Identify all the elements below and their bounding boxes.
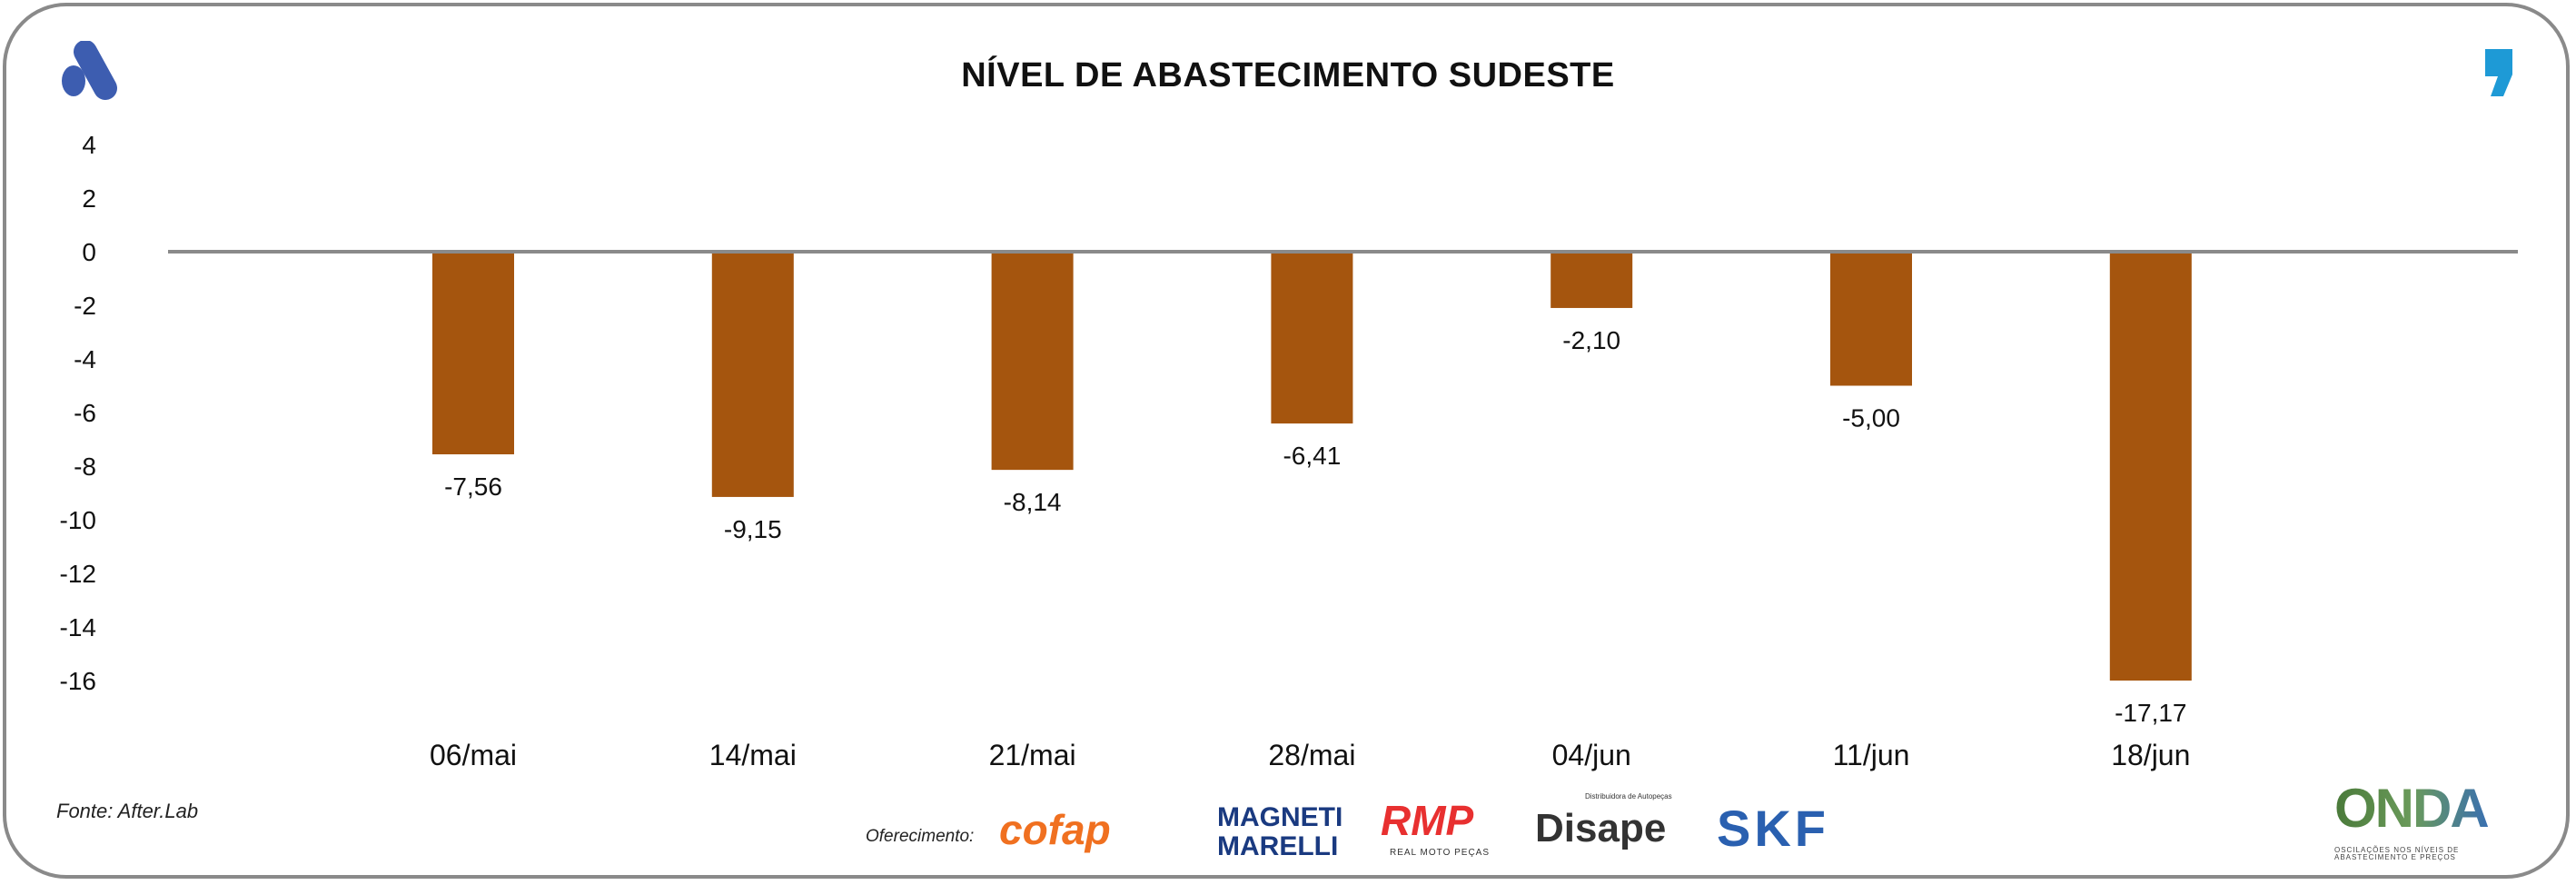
bar <box>711 252 794 497</box>
afterlab-logo-icon <box>58 40 122 105</box>
y-tick-label: -2 <box>74 292 96 320</box>
data-label: -8,14 <box>1004 488 1062 516</box>
sponsor-label: Oferecimento: <box>866 827 975 846</box>
onda-logo: ONDA <box>2334 778 2490 839</box>
bar <box>1271 252 1353 424</box>
rmp-subtitle: REAL MOTO PEÇAS <box>1390 848 1491 858</box>
rmp-logo: RMP <box>1381 797 1474 844</box>
y-tick-label: -12 <box>60 560 96 588</box>
x-tick-label: 11/jun <box>1833 739 1910 771</box>
disape-subtitle: Distribuidora de Autopeças <box>1585 792 1672 800</box>
data-label: -6,41 <box>1283 442 1341 470</box>
y-tick-label: 4 <box>82 131 96 159</box>
y-tick-label: -10 <box>60 506 96 534</box>
y-tick-label: -16 <box>60 667 96 695</box>
source-note: Fonte: After.Lab <box>56 800 199 822</box>
x-tick-label: 04/jun <box>1552 739 1631 771</box>
y-tick-label: -14 <box>60 613 96 641</box>
bar <box>2109 252 2192 681</box>
x-tick-label: 14/mai <box>709 739 797 771</box>
x-tick-label: 18/jun <box>2111 739 2190 771</box>
onda-subtitle: OSCILAÇÕES NOS NÍVEIS DE ABASTECIMENTO E… <box>2334 846 2460 861</box>
y-tick-label: 2 <box>82 184 96 213</box>
data-label: -17,17 <box>2115 699 2186 727</box>
y-tick-label: -4 <box>74 345 96 373</box>
cofap-logo: cofap <box>999 806 1111 853</box>
y-tick-label: 0 <box>82 238 96 266</box>
bar <box>1830 252 1912 386</box>
data-label: -5,00 <box>1842 404 1900 433</box>
chart-title: NÍVEL DE ABASTECIMENTO SUDESTE <box>961 56 1615 94</box>
data-label: -2,10 <box>1562 326 1620 354</box>
y-tick-label: -8 <box>74 452 96 481</box>
magneti-marelli-logo: MAGNETI MARELLI <box>1217 802 1343 861</box>
quote-icon <box>2483 47 2516 103</box>
skf-logo: SKF <box>1717 800 1829 857</box>
x-tick-label: 28/mai <box>1268 739 1355 771</box>
chart-frame <box>3 3 2570 879</box>
x-tick-label: 21/mai <box>989 739 1076 771</box>
y-tick-label: -6 <box>74 399 96 427</box>
data-label: -9,15 <box>724 515 782 543</box>
bar <box>1551 252 1633 308</box>
x-tick-label: 06/mai <box>430 739 517 771</box>
bar <box>432 252 514 455</box>
disape-logo: Disape <box>1535 806 1667 850</box>
bar <box>991 252 1074 471</box>
data-label: -7,56 <box>444 472 502 501</box>
